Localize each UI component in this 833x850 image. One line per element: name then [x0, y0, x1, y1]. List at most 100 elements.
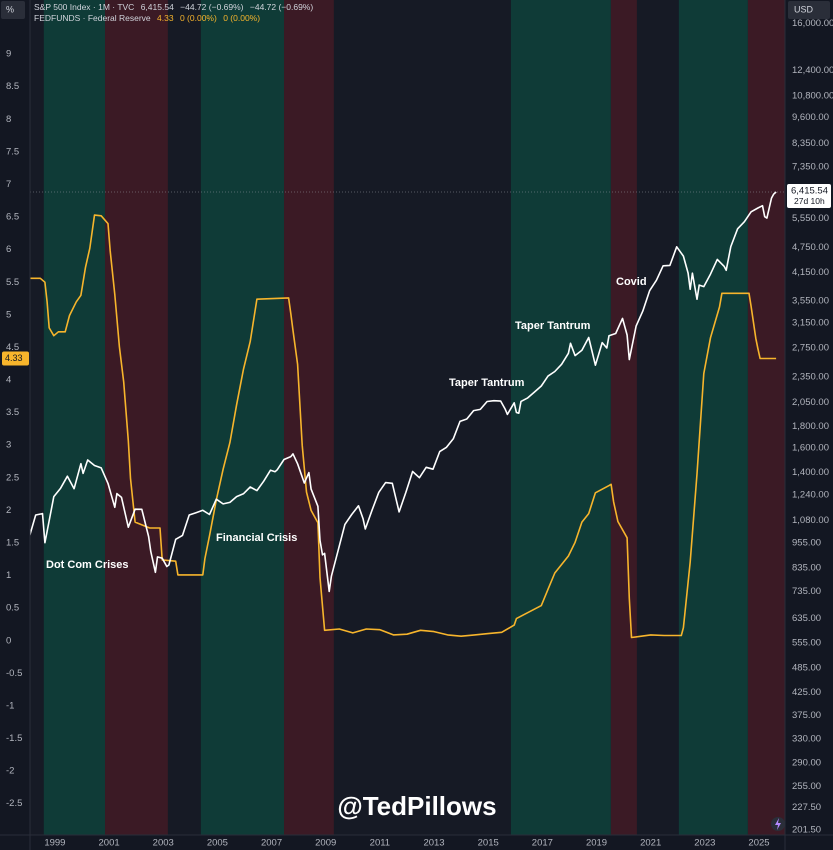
x-tick-label: 2017 [532, 838, 553, 849]
y-tick-label: 5.5 [6, 277, 19, 288]
x-tick-label: 2001 [99, 838, 120, 849]
y2-tick-label: 330.00 [792, 733, 821, 744]
y2-tick-label: 12,400.00 [792, 65, 833, 76]
y-tick-label: 6.5 [6, 212, 19, 223]
y-tick-label: 2.5 [6, 472, 19, 483]
legend-value: 0 (0.00%) [223, 13, 261, 23]
shaded-band [200, 0, 285, 835]
y-tick-label: 1 [6, 570, 11, 581]
y2-tick-label: 255.00 [792, 781, 821, 792]
y2-tick-label: 635.00 [792, 613, 821, 624]
shaded-band [678, 0, 748, 835]
y2-tick-label: 227.50 [792, 802, 821, 813]
y2-tick-label: 201.50 [792, 824, 821, 835]
y2-tick-label: 955.00 [792, 538, 821, 549]
y2-tick-label: 835.00 [792, 562, 821, 573]
price-tag [787, 183, 831, 208]
y-tick-label: 0 [6, 635, 11, 646]
y2-tick-label: 9,600.00 [792, 112, 829, 123]
y2-tick-label: 425.00 [792, 687, 821, 698]
shaded-band [610, 0, 637, 835]
y-tick-label: 8 [6, 114, 11, 125]
shaded-band [284, 0, 334, 835]
watermark: @TedPillows [337, 791, 496, 821]
legend-row: S&P 500 Index · 1M · TVC 6,415.54 −44.72… [34, 2, 317, 13]
y2-tick-label: 1,400.00 [792, 467, 829, 478]
legend: S&P 500 Index · 1M · TVC 6,415.54 −44.72… [34, 2, 317, 24]
shaded-band [43, 0, 106, 835]
legend-value: −44.72 (−0.69%) [249, 2, 314, 12]
y2-tick-label: 735.00 [792, 586, 821, 597]
y-tick-label: 7 [6, 179, 11, 190]
x-tick-label: 2025 [748, 838, 769, 849]
series-line [28, 214, 777, 639]
shaded-band [105, 0, 168, 835]
y2-tick-label: 4,750.00 [792, 242, 829, 253]
y2-tick-label: 2,750.00 [792, 343, 829, 354]
y-tick-label: -2 [6, 766, 14, 777]
shaded-band [510, 0, 611, 835]
x-tick-label: 1999 [44, 838, 65, 849]
y-tick-label: 8.5 [6, 81, 19, 92]
y2-tick-label: 2,350.00 [792, 372, 829, 383]
y-tick-label: 1.5 [6, 537, 19, 548]
legend-value: −44.72 (−0.69%) [180, 2, 244, 12]
y2-tick-label: 1,600.00 [792, 442, 829, 453]
x-tick-label: 2007 [261, 838, 282, 849]
legend-value: 0 (0.00%) [179, 13, 217, 23]
axis-label-box [1, 1, 25, 19]
y2-tick-label: 16,000.00 [792, 18, 833, 29]
y-tick-label: -0.5 [6, 668, 22, 679]
y2-axis-label: USD [794, 4, 814, 14]
y2-tick-label: 8,350.00 [792, 138, 829, 149]
x-tick-label: 2021 [640, 838, 661, 849]
y2-tick-label: 10,800.00 [792, 91, 833, 102]
x-tick-label: 2005 [207, 838, 228, 849]
y2-tick-label: 2,050.00 [792, 397, 829, 408]
annotation: Taper Tantrum [449, 377, 525, 389]
y2-tick-label: 5,550.00 [792, 213, 829, 224]
y-tick-label: 3 [6, 440, 11, 451]
axis-label-box [788, 1, 830, 19]
y-tick-label: 9 [6, 49, 11, 60]
y-tick-label: 6 [6, 244, 11, 255]
y-tick-label: 7.5 [6, 146, 19, 157]
x-tick-label: 2015 [478, 838, 499, 849]
annotation: Taper Tantrum [515, 320, 591, 332]
x-tick-label: 2011 [370, 838, 390, 849]
legend-name: FEDFUNDS · Federal Reserve [34, 13, 151, 23]
y2-tick-label: 485.00 [792, 663, 821, 674]
x-tick-label: 2019 [586, 838, 607, 849]
y2-tick-label: 290.00 [792, 757, 821, 768]
legend-name: S&P 500 Index · 1M · TVC [34, 2, 135, 12]
y-axis-label: % [6, 4, 14, 14]
x-tick-label: 2023 [694, 838, 715, 849]
series-line [28, 191, 777, 593]
annotation: Covid [616, 276, 647, 288]
legend-row: FEDFUNDS · Federal Reserve 4.33 0 (0.00%… [34, 13, 317, 24]
y-tick-label: 4.5 [6, 342, 19, 353]
y-tick-label: -1.5 [6, 733, 22, 744]
y2-tick-label: 375.00 [792, 710, 821, 721]
y2-tick-label: 3,550.00 [792, 296, 829, 307]
y-tick-label: 3.5 [6, 407, 19, 418]
icon [775, 818, 781, 830]
annotation: Dot Com Crises [46, 559, 129, 571]
shaded-band [747, 0, 785, 835]
x-tick-label: 2003 [153, 838, 174, 849]
price-tag-label: 6,415.54 [791, 186, 828, 197]
y2-tick-label: 3,150.00 [792, 318, 829, 329]
legend-value: 6,415.54 [140, 2, 174, 12]
y-tick-label: 0.5 [6, 603, 19, 614]
price-tag [2, 351, 29, 366]
price-tag-countdown: 27d 10h [794, 196, 825, 206]
y-tick-label: -2.5 [6, 798, 22, 809]
x-tick-label: 2013 [423, 838, 444, 849]
x-axis-panel [0, 835, 833, 850]
y2-tick-label: 1,080.00 [792, 515, 829, 526]
y-tick-label: 2 [6, 505, 11, 516]
y2-tick-label: 555.00 [792, 638, 821, 649]
legend-value: 4.33 [157, 13, 174, 23]
